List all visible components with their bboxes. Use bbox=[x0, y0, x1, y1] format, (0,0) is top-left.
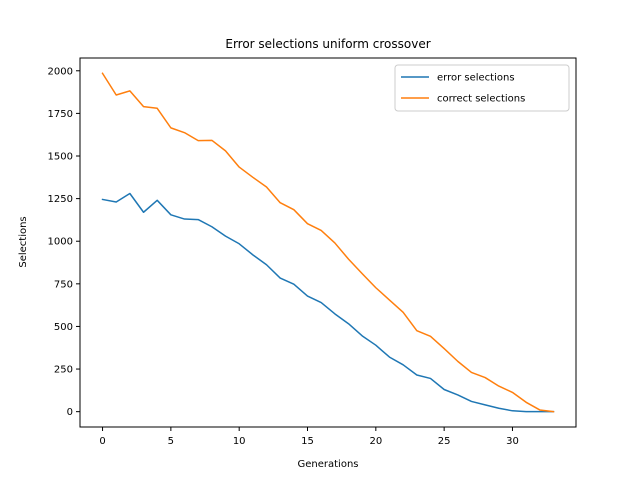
x-tick-label: 0 bbox=[99, 436, 105, 447]
plot-area-frame bbox=[79, 57, 577, 428]
series-line-error-selections bbox=[101, 192, 555, 413]
y-tick-label: 2000 bbox=[48, 66, 73, 77]
x-tick-label: 15 bbox=[301, 436, 314, 447]
chart-title: Error selections uniform crossover bbox=[225, 37, 430, 51]
x-axis: 0 5 10 15 20 25 30 bbox=[99, 427, 519, 447]
y-tick-label: 1750 bbox=[48, 109, 73, 120]
y-tick-label: 1500 bbox=[48, 152, 73, 163]
y-axis: 0 250 500 750 1000 1250 1500 1750 2000 bbox=[48, 66, 80, 418]
series-layer bbox=[101, 72, 555, 413]
x-tick-label: 20 bbox=[369, 436, 382, 447]
x-axis-label: Generations bbox=[298, 459, 359, 470]
y-tick-label: 1250 bbox=[48, 194, 73, 205]
x-tick-label: 30 bbox=[506, 436, 519, 447]
legend-label: error selections bbox=[437, 73, 515, 84]
y-axis-label: Selections bbox=[18, 216, 29, 267]
y-tick-label: 500 bbox=[54, 322, 73, 333]
legend-label: correct selections bbox=[437, 94, 525, 105]
legend-box bbox=[394, 64, 570, 112]
x-tick-label: 10 bbox=[233, 436, 246, 447]
y-tick-label: 750 bbox=[54, 279, 73, 290]
y-tick-label: 0 bbox=[67, 407, 73, 418]
y-tick-label: 250 bbox=[54, 365, 73, 376]
x-tick-label: 5 bbox=[168, 436, 174, 447]
y-tick-label: 1000 bbox=[48, 237, 73, 248]
series-line-correct-selections bbox=[101, 72, 555, 413]
x-tick-label: 25 bbox=[438, 436, 451, 447]
legend: error selections correct selections bbox=[394, 64, 570, 112]
